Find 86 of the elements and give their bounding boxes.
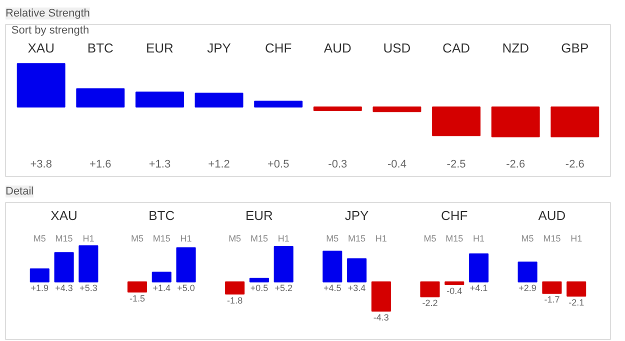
data-label: +5.2 — [274, 283, 293, 294]
text: M15 — [250, 234, 268, 244]
data-label: +0.5 — [267, 158, 290, 170]
data-label: -2.1 — [568, 297, 584, 308]
data-label: +5.3 — [80, 283, 98, 294]
text: M5 — [521, 234, 534, 244]
text: M15 — [543, 234, 561, 244]
data-label: +1.6 — [90, 158, 112, 170]
data-label: -0.4 — [387, 158, 406, 170]
series-label: M5 — [326, 234, 339, 244]
text: M5 — [228, 234, 242, 244]
x-tick-label: AUD — [324, 40, 352, 56]
series-label: H1 — [82, 234, 94, 244]
bar — [152, 272, 172, 282]
text: M15 — [348, 234, 366, 244]
x-tick-label: EUR — [245, 208, 273, 223]
data-label: +3.8 — [30, 158, 52, 170]
x-tick-label: NZD — [502, 40, 529, 56]
data-label: +0.5 — [250, 283, 268, 294]
text: M5 — [424, 234, 436, 244]
data-label: +4.5 — [324, 283, 342, 294]
data-label: -4.3 — [373, 312, 389, 322]
text: M5 — [33, 234, 46, 244]
data-label: +5.0 — [177, 283, 195, 294]
text: M5 — [130, 234, 144, 244]
bar — [127, 281, 148, 293]
bar — [78, 245, 98, 282]
bar — [274, 246, 294, 282]
bar — [249, 278, 269, 282]
x-tick-label: EUR — [146, 40, 174, 56]
data-label: +1.3 — [148, 158, 171, 170]
data-label: -0.3 — [328, 158, 348, 170]
bar — [16, 63, 66, 108]
data-label: -2.5 — [446, 158, 466, 170]
bar — [176, 247, 196, 282]
x-tick-label: CHF — [441, 208, 468, 223]
bar — [54, 252, 74, 282]
bar — [432, 106, 481, 136]
bar — [76, 88, 125, 108]
x-tick-label: BTC — [87, 40, 114, 56]
chart-title: Detail — [6, 186, 34, 198]
x-tick-label: JPY — [207, 40, 232, 56]
bar — [420, 281, 440, 298]
x-tick-label: CAD — [442, 40, 470, 56]
text: H1 — [180, 234, 192, 244]
x-tick-label: XAU — [50, 208, 78, 223]
data-label: +1.4 — [152, 283, 171, 294]
data-label: -0.4 — [446, 286, 462, 296]
data-label: -1.7 — [544, 294, 560, 305]
bar — [254, 100, 303, 108]
text: M15 — [152, 234, 170, 244]
text: H1 — [375, 234, 387, 244]
bar — [372, 106, 422, 112]
bar — [468, 253, 489, 282]
text: M15 — [446, 234, 464, 244]
data-label: -2.2 — [422, 298, 438, 308]
data-label: -1.8 — [227, 295, 243, 306]
bar — [225, 281, 245, 295]
data-label: -2.6 — [506, 158, 526, 170]
data-label: +1.9 — [30, 283, 49, 294]
x-tick-label: XAU — [28, 40, 54, 56]
data-label: -2.6 — [565, 158, 584, 170]
x-tick-label: USD — [383, 40, 411, 56]
text: H1 — [570, 234, 582, 244]
data-label: +4.3 — [55, 283, 73, 294]
bar — [194, 92, 244, 108]
data-label: +1.2 — [208, 158, 230, 170]
data-label: -1.5 — [129, 293, 145, 304]
bar — [313, 106, 362, 111]
chart-title: Relative Strength — [6, 8, 90, 20]
x-tick-label: GBP — [561, 40, 589, 56]
bar — [491, 106, 540, 138]
text: H1 — [278, 234, 290, 244]
data-label: +4.1 — [470, 283, 488, 294]
x-tick-label: BTC — [148, 208, 175, 223]
data-label: +3.4 — [348, 283, 366, 294]
x-tick-label: AUD — [538, 208, 566, 223]
bar — [550, 106, 600, 138]
bar — [135, 92, 184, 108]
data-label: +2.9 — [518, 283, 536, 294]
x-tick-label: CHF — [264, 40, 292, 56]
series-label: M15 — [55, 234, 73, 244]
x-tick-label: JPY — [344, 208, 370, 223]
bar — [347, 258, 367, 282]
text: Sort by strength — [11, 24, 90, 37]
text: H1 — [473, 234, 485, 244]
